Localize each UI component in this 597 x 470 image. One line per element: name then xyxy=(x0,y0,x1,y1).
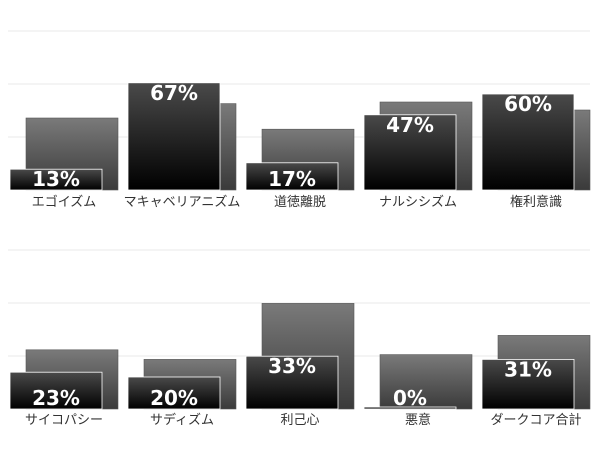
bar-value xyxy=(9,168,103,191)
category-label: サイコパシー xyxy=(25,413,103,428)
bar-value xyxy=(363,114,457,191)
category-label: 権利意識 xyxy=(510,194,562,210)
category-label: マキャベリアニズム xyxy=(124,194,241,210)
bar-value-label: 67% xyxy=(150,81,198,105)
chart-panel-bottom: 23% サイコパシー 20% サディズム 33% 利己心 0% 悪意 31% ダークコア合計 xyxy=(8,249,591,428)
category-label: サディズム xyxy=(150,412,214,428)
bar-value xyxy=(9,371,103,410)
bar-value-label: 23% xyxy=(32,386,80,410)
category-label: 道徳離脱 xyxy=(274,195,326,210)
bar-value xyxy=(481,93,575,191)
category-label: エゴイズム xyxy=(32,194,97,210)
bar-value-label: 31% xyxy=(504,357,552,381)
bar-value xyxy=(363,406,457,410)
bar-value-label: 60% xyxy=(504,92,552,116)
bar-value-label: 0% xyxy=(393,386,427,410)
bar-value-label: 47% xyxy=(386,113,434,137)
bar-value-label: 20% xyxy=(150,386,198,410)
bar-value xyxy=(127,376,221,410)
category-label: 利己心 xyxy=(280,413,319,428)
bar-value-label: 13% xyxy=(32,167,80,191)
bar-value xyxy=(481,358,575,410)
bar-value xyxy=(127,82,221,191)
category-label: 悪意 xyxy=(405,412,431,428)
chart-panel-top: 13% エゴイズム 67% マキャベリアニズム 17% 道徳離脱 47% ナルシシズム 60% 権… xyxy=(8,30,591,210)
category-label: ダークコア合計 xyxy=(490,412,581,428)
bar-value-label: 33% xyxy=(268,354,316,378)
bar-value-label: 17% xyxy=(268,167,316,191)
bar-background xyxy=(379,354,473,410)
category-label: ナルシシズム xyxy=(379,194,457,210)
bar-value xyxy=(245,355,339,410)
bar-value xyxy=(245,162,339,191)
